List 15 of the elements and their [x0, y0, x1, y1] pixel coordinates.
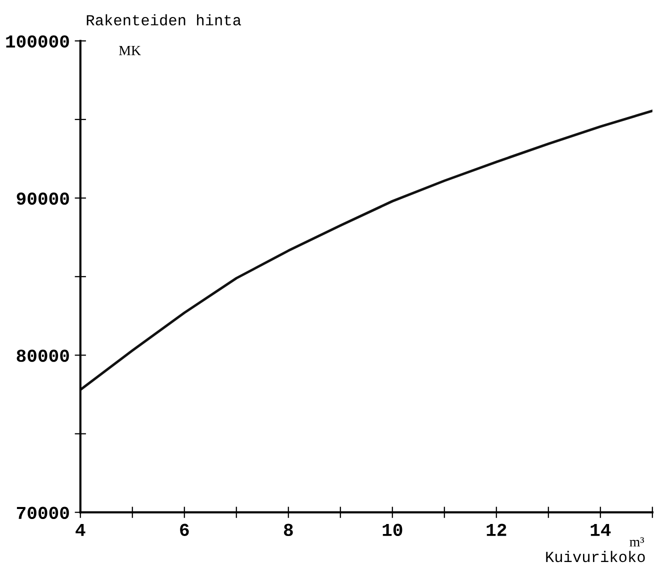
y-tick-label: 100000 [6, 35, 69, 48]
x-tick-label: 4 [76, 524, 86, 536]
y-tick-label: 80000 [16, 350, 69, 362]
text: m³ [630, 537, 644, 546]
x-tick-label: 14 [590, 524, 611, 536]
y-tick-label: 70000 [16, 506, 69, 520]
line-series [80, 110, 652, 392]
x-tick-label: 12 [486, 524, 506, 536]
y-axis-title: Rakenteiden hinta [86, 14, 242, 26]
x-axis-title: Kuivurikoko [546, 550, 645, 562]
x-tick-label: 6 [180, 524, 189, 536]
x-tick-label: 10 [382, 524, 402, 536]
y-tick-label: 90000 [16, 192, 69, 205]
x-tick-label: 8 [284, 524, 293, 536]
annotation: MK [119, 46, 141, 56]
